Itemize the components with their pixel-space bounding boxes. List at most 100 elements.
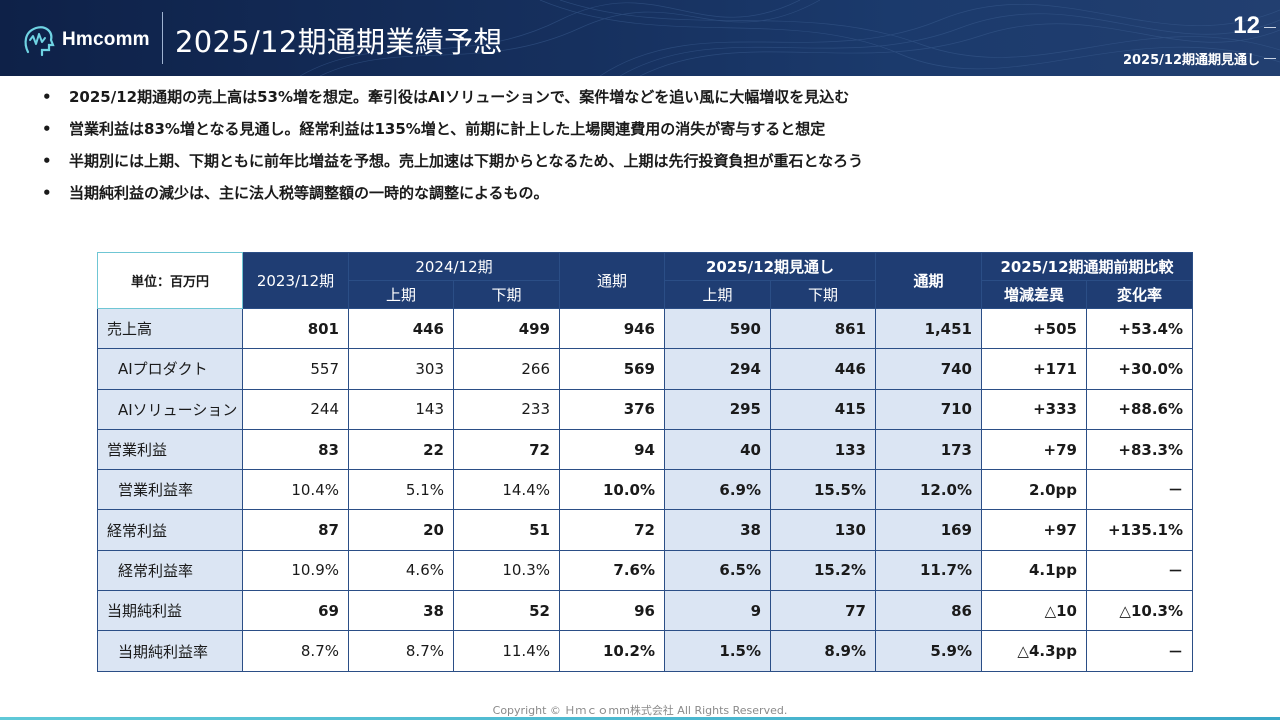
table-cell: 4.1pp — [981, 549, 1087, 592]
bullet-dot: • — [42, 152, 52, 170]
unit-label: 単位：百万円 — [97, 252, 243, 309]
table-row: 当期純利益率 8.7% 8.7% 11.4% 10.2% 1.5% 8.9% 5.9% △4.3… — [97, 630, 1193, 672]
col-header-rate: 変化率 — [1086, 280, 1193, 309]
table-cell: 133 — [770, 428, 876, 471]
table-cell: 5.1% — [348, 469, 454, 511]
table-cell: +30.0% — [1086, 348, 1193, 390]
table-row: AIソリューション 244 143 233 376 295 415 710 +333 +88.6% — [97, 388, 1193, 430]
table-cell: 69 — [242, 590, 349, 632]
table-cell: +171 — [981, 348, 1087, 390]
table-cell: 8.7% — [348, 630, 454, 672]
table-cell: 710 — [875, 388, 982, 430]
table-cell: 415 — [770, 388, 876, 430]
table-cell: 557 — [242, 348, 349, 390]
table-cell: 22 — [348, 428, 454, 471]
page-number-rule — [1264, 27, 1276, 28]
table-cell: 130 — [770, 509, 876, 551]
bullet-text: 当期純利益の減少は、主に法人税等調整額の一時的な調整によるもの。 — [69, 184, 549, 202]
table-cell: 376 — [559, 388, 665, 430]
table-cell: 77 — [770, 590, 876, 632]
bullet-item: • 当期純利益の減少は、主に法人税等調整額の一時的な調整によるもの。 — [42, 182, 1242, 206]
table-cell: 295 — [664, 388, 771, 430]
row-label: 当期純利益 — [97, 590, 243, 632]
table-cell: 11.7% — [875, 549, 982, 592]
table-cell: 10.0% — [559, 469, 665, 511]
table-row: 営業利益 83 22 72 94 40 133 173 +79 +83.3% — [97, 428, 1193, 471]
col-header-2023: 2023/12期 — [242, 252, 349, 309]
table-row: 経常利益 87 20 51 72 38 130 169 +97 +135.1% — [97, 509, 1193, 551]
bullet-item: • 2025/12期通期の売上高は53%増を想定。牽引役はAIソリューションで、案… — [42, 86, 1242, 110]
summary-bullets: • 2025/12期通期の売上高は53%増を想定。牽引役はAIソリューションで、案… — [42, 86, 1242, 214]
table-cell: 801 — [242, 307, 349, 350]
table-cell: 8.7% — [242, 630, 349, 672]
table-cell: +88.6% — [1086, 388, 1193, 430]
table-cell: 86 — [875, 590, 982, 632]
table-cell: 72 — [559, 509, 665, 551]
table-cell: 294 — [664, 348, 771, 390]
header-wave-pattern — [299, 0, 1280, 76]
table-cell: 5.9% — [875, 630, 982, 672]
section-rule — [1264, 58, 1276, 59]
header-divider — [162, 12, 163, 64]
col-header-2024-h2: 下期 — [453, 280, 560, 309]
table-cell: 569 — [559, 348, 665, 390]
table-cell: +135.1% — [1086, 509, 1193, 551]
group-header-comparison: 2025/12期通期前期比較 — [981, 252, 1193, 281]
table-cell: 1.5% — [664, 630, 771, 672]
table-cell: 266 — [453, 348, 560, 390]
table-cell: 10.9% — [242, 549, 349, 592]
table-cell: △10.3% — [1086, 590, 1193, 632]
table-cell: 87 — [242, 509, 349, 551]
section-label: 2025/12期通期見通し — [1122, 53, 1260, 68]
table-cell: +97 — [981, 509, 1087, 551]
table-cell: +53.4% — [1086, 307, 1193, 350]
bullet-item: • 半期別には上期、下期ともに前年比増益を予想。売上加速は下期からとなるため、上期… — [42, 150, 1242, 174]
table-cell: 590 — [664, 307, 771, 350]
col-header-2025-h1: 上期 — [664, 280, 771, 309]
table-cell: 15.5% — [770, 469, 876, 511]
table-cell: － — [1086, 630, 1193, 672]
table-cell: 1,451 — [875, 307, 982, 350]
table-cell: 83 — [242, 428, 349, 471]
table-cell: 96 — [559, 590, 665, 632]
bullet-dot: • — [42, 88, 52, 106]
table-cell: 7.6% — [559, 549, 665, 592]
row-label: 当期純利益率 — [97, 630, 243, 672]
table-cell: 169 — [875, 509, 982, 551]
table-cell: 10.2% — [559, 630, 665, 672]
bullet-item: • 営業利益は83%増となる見通し。経常利益は135%増と、前期に計上した上場関連… — [42, 118, 1242, 142]
table-cell: 233 — [453, 388, 560, 430]
col-header-2025-h2: 下期 — [770, 280, 876, 309]
col-header-2024-h1: 上期 — [348, 280, 454, 309]
table-cell: 14.4% — [453, 469, 560, 511]
row-label: 営業利益 — [97, 428, 243, 471]
page-title: 2025/12期通期業績予想 — [175, 25, 503, 59]
table-cell: 740 — [875, 348, 982, 390]
table-cell: 4.6% — [348, 549, 454, 592]
table-cell: 173 — [875, 428, 982, 471]
table-cell: 946 — [559, 307, 665, 350]
table-cell: 12.0% — [875, 469, 982, 511]
table-cell: 38 — [664, 509, 771, 551]
table-cell: 20 — [348, 509, 454, 551]
slide-header: Hmcomm 2025/12期通期業績予想 12 2025/12期通期見通し — [0, 0, 1280, 76]
table-cell: +333 — [981, 388, 1087, 430]
table-row: AIプロダクト 557 303 266 569 294 446 740 +171 +30.0% — [97, 348, 1193, 390]
table-cell: 446 — [770, 348, 876, 390]
table-cell: 10.4% — [242, 469, 349, 511]
table-cell: 52 — [453, 590, 560, 632]
table-row: 当期純利益 69 38 52 96 9 77 86 △10 △10.3% — [97, 590, 1193, 632]
table-cell: +505 — [981, 307, 1087, 350]
table-cell: 244 — [242, 388, 349, 430]
hmcomm-logo: Hmcomm — [20, 22, 150, 58]
table-cell: 10.3% — [453, 549, 560, 592]
earnings-forecast-table: 単位：百万円 2023/12期 2024/12期 通期 2025/12期見通し … — [97, 252, 1193, 672]
table-cell: 11.4% — [453, 630, 560, 672]
copyright-footer: Copyright © Ｈｍｃｏmm株式会社 All Rights Reserv… — [492, 704, 788, 717]
group-header-2024: 2024/12期 — [348, 252, 560, 281]
table-cell: +79 — [981, 428, 1087, 471]
table-cell: 6.5% — [664, 549, 771, 592]
bullet-text: 半期別には上期、下期ともに前年比増益を予想。売上加速は下期からとなるため、上期は… — [69, 152, 864, 170]
table-cell: 9 — [664, 590, 771, 632]
col-header-2024-full-year: 通期 — [559, 252, 665, 309]
